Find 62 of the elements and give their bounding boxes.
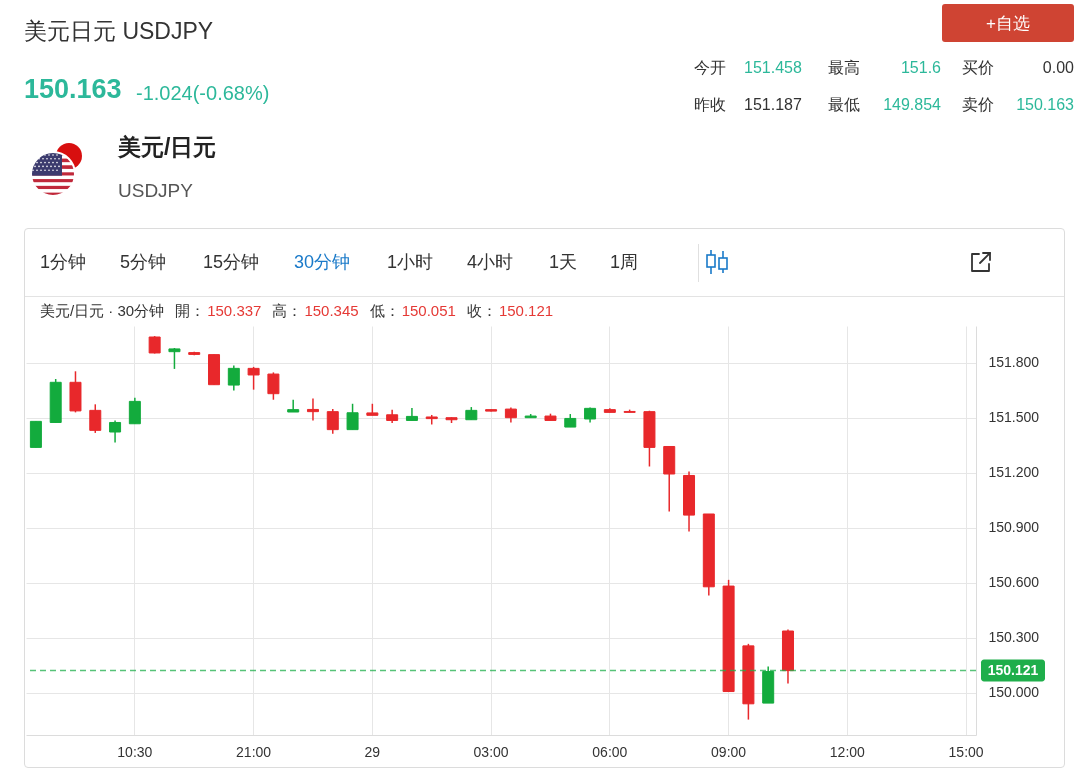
text: 1分钟 — [40, 252, 87, 272]
text: 30分钟 — [294, 252, 351, 272]
x-tick-label: 09:00 — [711, 743, 747, 760]
text: 低： — [369, 302, 400, 319]
text: 150.337 — [207, 302, 262, 319]
candlestick — [326, 408, 339, 435]
y-tick-label: 150.300 — [988, 629, 1040, 646]
text: 高： — [272, 302, 303, 319]
candlestick — [267, 371, 280, 401]
candlestick — [306, 397, 319, 422]
text: 0.00 — [1042, 59, 1074, 76]
y-tick-label: 151.800 — [988, 354, 1040, 371]
text: 1小时 — [387, 252, 434, 272]
candlestick — [227, 364, 240, 392]
text: 150.051 — [401, 302, 456, 319]
text: 4小时 — [467, 252, 514, 272]
text: 150.163 — [24, 74, 122, 104]
text: -1.024(-0.68%) — [136, 82, 270, 104]
x-tick-label: 12:00 — [829, 743, 866, 760]
add-button: +自选 — [942, 4, 1074, 42]
text: 1周 — [610, 252, 639, 272]
text: 150.121 — [498, 302, 554, 319]
text: 150.163 — [1016, 96, 1074, 113]
text: 1天 — [549, 252, 578, 272]
candlestick — [247, 366, 260, 391]
y-tick-label: 151.200 — [988, 464, 1040, 481]
x-tick-label: 06:00 — [592, 743, 628, 760]
ref-line-label: 150.121 — [987, 661, 1039, 678]
text: 美元/日元 — [118, 134, 217, 160]
y-tick-label: 150.600 — [988, 574, 1040, 591]
x-tick-label: 15:00 — [948, 743, 984, 760]
text: 昨收 — [694, 96, 726, 113]
y-tick-label: 150.000 — [988, 684, 1040, 701]
chart-title: 美元日元 USDJPY — [24, 18, 214, 44]
text: 美元/日元 · 30分钟 — [40, 302, 165, 319]
text: 149.854 — [883, 96, 941, 113]
y-tick-label: 151.500 — [988, 409, 1040, 426]
candlestick — [109, 419, 122, 444]
text: 150.345 — [304, 302, 359, 319]
candlestick — [128, 396, 141, 425]
text: 5分钟 — [120, 252, 167, 272]
text: 151.6 — [900, 59, 941, 76]
text: USDJPY — [118, 180, 193, 201]
candlestick — [346, 403, 359, 431]
y-tick-label: 150.900 — [988, 519, 1040, 536]
candlestick — [168, 347, 181, 370]
text: 15分钟 — [203, 252, 260, 272]
x-tick-label: 29 — [364, 743, 381, 760]
x-tick-label: 10:30 — [117, 743, 153, 760]
x-tick-label: 21:00 — [236, 743, 272, 760]
text: 最低 — [828, 96, 860, 113]
text: 收： — [466, 302, 497, 319]
candlestick — [287, 398, 300, 413]
text: 開： — [175, 302, 206, 319]
text: 151.187 — [744, 96, 802, 113]
text: 买价 — [962, 59, 994, 76]
x-tick-label: 03:00 — [473, 743, 509, 760]
text: 151.458 — [744, 59, 802, 76]
candlestick — [89, 403, 102, 434]
text: 今开 — [694, 59, 726, 76]
text: 最高 — [828, 59, 860, 76]
text: 卖价 — [962, 96, 994, 113]
